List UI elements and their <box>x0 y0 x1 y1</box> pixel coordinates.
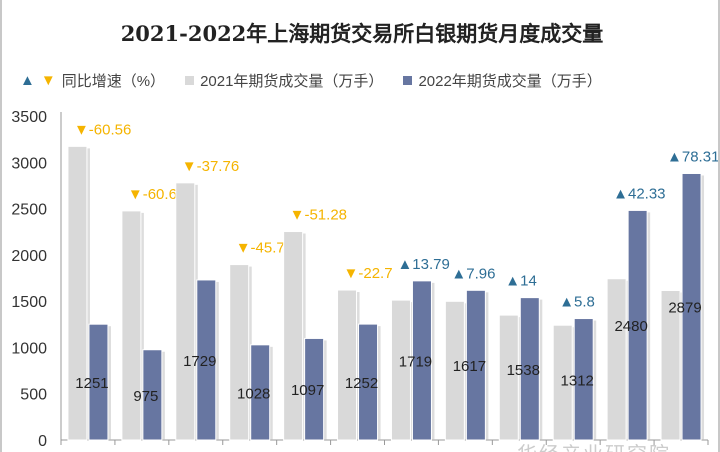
y-tick-label: 3000 <box>11 155 47 172</box>
y-tick-label: 500 <box>20 387 47 404</box>
bar-2022-label: 2480 <box>614 318 647 335</box>
bar-2022 <box>519 297 540 441</box>
watermark: 华经产业研究院 <box>517 438 671 452</box>
growth-label: ▼-22.7 <box>344 265 393 282</box>
bar-2022 <box>681 172 702 441</box>
bar-2021 <box>67 145 88 441</box>
bar-2022 <box>573 318 594 441</box>
bar-2022 <box>358 323 379 441</box>
bar-2022 <box>250 344 271 441</box>
growth-label: ▼-37.76 <box>182 158 239 175</box>
bar-2021 <box>498 314 519 441</box>
y-tick-label: 0 <box>38 433 47 450</box>
bar-2022-label: 1617 <box>453 358 486 375</box>
legend-2021-swatch <box>185 76 195 85</box>
bar-2021 <box>121 210 142 441</box>
y-tick-label: 3500 <box>11 109 47 126</box>
growth-label: ▼-60.6 <box>128 186 177 203</box>
legend-2022-label: 2022年期货成交量（万手） <box>418 73 602 90</box>
bar-2021 <box>283 231 304 441</box>
legend-2022-swatch <box>403 76 413 85</box>
growth-label: ▲13.79 <box>397 256 449 273</box>
legend-growth-up-icon: ▲ <box>20 72 35 89</box>
bar-2022 <box>411 280 432 441</box>
bar-2022-label: 975 <box>133 388 158 405</box>
growth-label: ▲42.33 <box>613 185 665 202</box>
growth-label: ▼-51.28 <box>290 207 347 224</box>
bar-2022-label: 1719 <box>399 353 432 370</box>
y-tick-label: 2500 <box>11 202 47 219</box>
legend: ▲ ▼ 同比增速（%） 2021年期货成交量（万手） 2022年期货成交量（万手） <box>20 70 602 91</box>
bar-2022-label: 2879 <box>668 300 701 317</box>
bar-2022-label: 1312 <box>561 372 594 389</box>
bar-2022 <box>304 337 325 441</box>
bar-2022-label: 1028 <box>237 385 270 402</box>
bar-2021 <box>229 264 250 441</box>
legend-growth-label: 同比增速（%） <box>61 73 166 90</box>
bar-2022-label: 1252 <box>345 375 378 392</box>
bar-2021 <box>606 278 627 441</box>
bar-2021 <box>660 289 681 441</box>
bar-2021 <box>552 324 573 441</box>
y-tick-label: 2000 <box>11 248 47 265</box>
bar-2022-label: 1538 <box>507 362 540 379</box>
growth-label: ▲78.31 <box>667 148 719 165</box>
growth-label: ▲7.96 <box>451 265 495 282</box>
bar-2022 <box>196 279 217 441</box>
growth-label: ▲14 <box>505 273 537 290</box>
chart-title: 2021-2022年上海期货交易所白银期货月度成交量 <box>120 21 604 46</box>
growth-label: ▼-45.76 <box>236 240 293 257</box>
growth-label: ▲5.8 <box>559 294 595 311</box>
bar-2022 <box>627 209 648 441</box>
bar-2022-label: 1729 <box>183 353 216 370</box>
bar-2021 <box>337 289 358 441</box>
y-tick-label: 1500 <box>11 294 47 311</box>
legend-2021-label: 2021年期货成交量（万手） <box>200 73 384 90</box>
bar-2022 <box>465 289 486 441</box>
growth-label: ▼-60.56 <box>74 121 131 138</box>
bar-2022-label: 1251 <box>75 375 108 392</box>
bar-2022 <box>142 349 163 441</box>
bar-2021 <box>175 182 196 441</box>
bar-2021 <box>390 299 411 441</box>
bar-2021 <box>444 300 465 441</box>
legend-growth-down-icon: ▼ <box>40 72 56 89</box>
bar-2022 <box>88 323 109 441</box>
y-tick-label: 1000 <box>11 340 47 357</box>
bar-2022-label: 1097 <box>291 382 324 399</box>
